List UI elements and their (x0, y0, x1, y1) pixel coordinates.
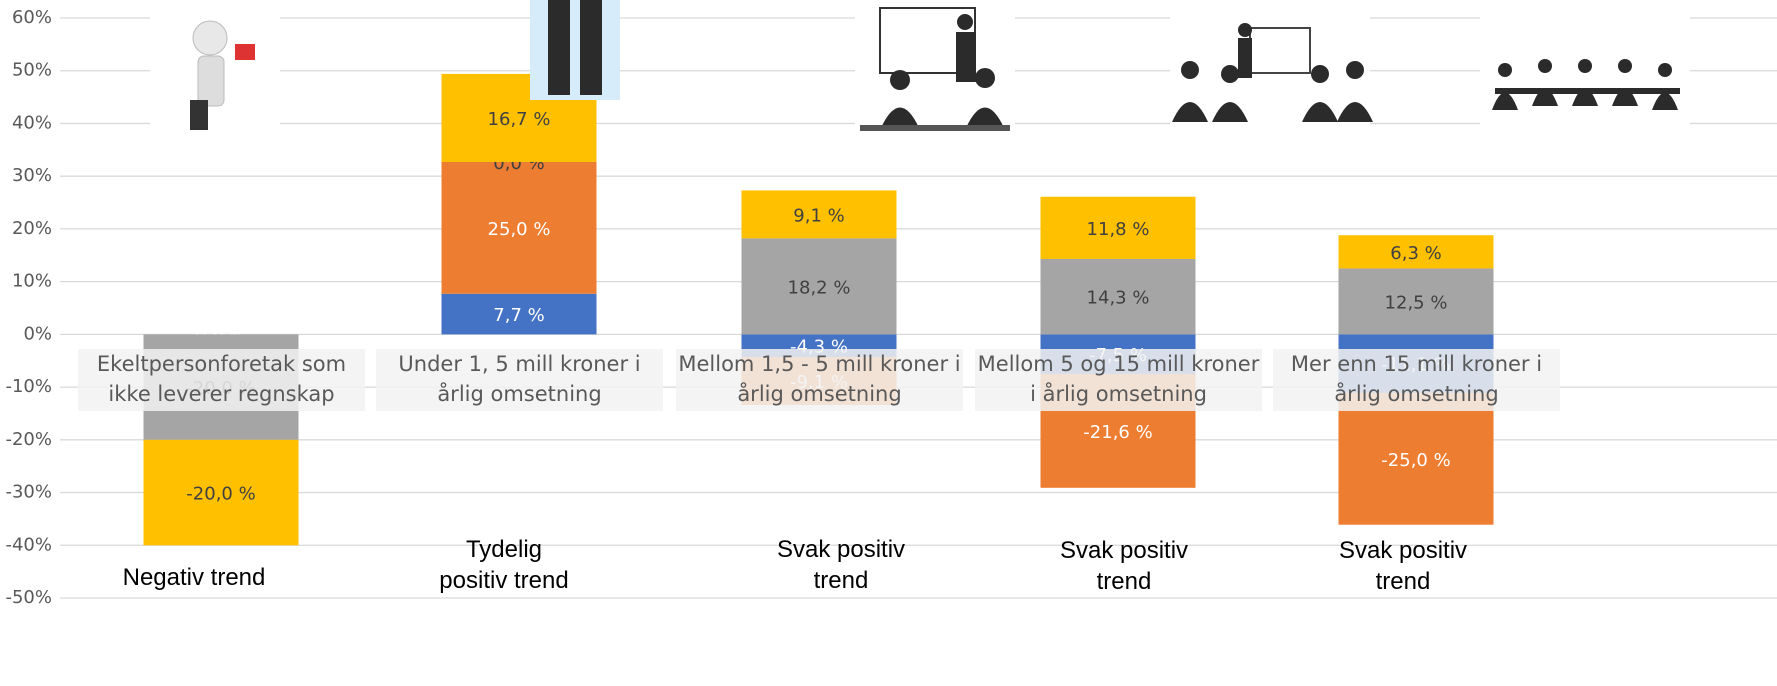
value-label: 6,3 % (1390, 243, 1441, 264)
y-tick-label: -30% (5, 482, 52, 503)
value-label: 16,7 % (488, 109, 551, 130)
trend-annotation: Tydelig positiv trend (429, 534, 579, 596)
y-tick-label: -20% (5, 429, 52, 450)
y-tick-label: 30% (12, 165, 52, 186)
y-tick-label: 10% (12, 271, 52, 292)
category-label: Mellom 5 og 15 mill kroner i årlig omset… (975, 349, 1262, 411)
y-tick-label: 60% (12, 7, 52, 28)
value-label: 12,5 % (1385, 292, 1448, 313)
value-label: 14,3 % (1087, 288, 1150, 309)
value-label: 7,7 % (493, 305, 544, 326)
y-tick-label: -10% (5, 376, 52, 397)
value-label: 18,2 % (788, 277, 851, 298)
trend-annotation: Svak positiv trend (766, 534, 916, 596)
page: 0,0 %-20,0 %-20,0 %7,7 %25,0 %0,0 %16,7 … (0, 0, 1777, 686)
value-label: -21,6 % (1083, 422, 1152, 443)
trend-annotation: Svak positiv trend (1049, 535, 1199, 597)
value-label: 9,1 % (793, 205, 844, 226)
value-label: 11,8 % (1087, 219, 1150, 240)
bars: 0,0 %-20,0 %-20,0 %7,7 %25,0 %0,0 %16,7 … (144, 74, 1494, 545)
category-label: Under 1, 5 mill kroner i årlig omsetning (376, 349, 663, 411)
y-tick-label: 50% (12, 60, 52, 81)
category-label: Mer enn 15 mill kroner i årlig omsetning (1273, 349, 1560, 411)
y-tick-label: -50% (5, 587, 52, 608)
category-label: Mellom 1,5 - 5 mill kroner i årlig omset… (676, 349, 963, 411)
value-label: -25,0 % (1381, 450, 1450, 471)
trend-annotation: Negativ trend (94, 562, 294, 593)
y-tick-label: 40% (12, 112, 52, 133)
y-tick-label: 20% (12, 218, 52, 239)
trend-annotation: Svak positiv trend (1328, 535, 1478, 597)
value-label: 25,0 % (488, 219, 551, 240)
y-tick-label: 0% (23, 323, 52, 344)
value-label: -20,0 % (186, 484, 255, 505)
category-label: Ekeltpersonforetak som ikke leverer regn… (78, 349, 365, 411)
y-tick-label: -40% (5, 534, 52, 555)
